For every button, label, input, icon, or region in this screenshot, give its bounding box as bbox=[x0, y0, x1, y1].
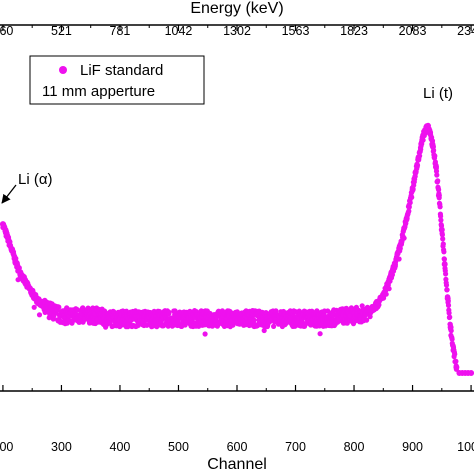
scatter-dot bbox=[263, 310, 269, 316]
data-point bbox=[468, 370, 474, 376]
x2-tick-label: 260 bbox=[0, 24, 13, 38]
x2-tick-label: 2083 bbox=[399, 24, 427, 38]
x2-tick-label: 1042 bbox=[165, 24, 193, 38]
x2-tick-labels: 2605217811042130215631823208323442604 bbox=[0, 24, 474, 38]
x-tick-label: 500 bbox=[168, 440, 189, 454]
scatter-dot bbox=[441, 256, 447, 262]
x2-tick-label: 1302 bbox=[223, 24, 251, 38]
axis-ticks bbox=[2, 25, 472, 391]
scatter-dot bbox=[261, 327, 267, 334]
x-tick-label: 800 bbox=[344, 440, 365, 454]
scatter-dot bbox=[453, 366, 459, 372]
scatter-dot bbox=[441, 249, 447, 255]
scatter-dot bbox=[442, 261, 448, 267]
scatter-dot bbox=[383, 291, 389, 297]
scatter-dot bbox=[431, 147, 437, 153]
legend-label-lif-standard: LiF standard bbox=[80, 62, 163, 79]
legend-extra-aperture: 11 mm apperture bbox=[42, 83, 155, 100]
annotation-li-t: Li (t) bbox=[423, 85, 453, 102]
scatter-dot bbox=[453, 358, 459, 364]
scatter-dot bbox=[397, 245, 403, 251]
scatter-dot bbox=[407, 200, 413, 206]
scatter-dot bbox=[317, 331, 323, 337]
x2-tick-label: 521 bbox=[51, 24, 72, 38]
scatter-dot bbox=[401, 235, 407, 241]
scatter-dot bbox=[396, 256, 402, 262]
scatter-dot bbox=[31, 304, 37, 310]
legend-marker bbox=[59, 66, 67, 74]
scatter-dot bbox=[436, 187, 442, 193]
x-tick-label: 600 bbox=[227, 440, 248, 454]
scatter-dot bbox=[202, 331, 208, 337]
x2-tick-label: 1563 bbox=[282, 24, 310, 38]
legend: LiF standard 11 mm apperture bbox=[29, 55, 205, 105]
x-axis-title: Channel bbox=[207, 456, 267, 473]
legend-box bbox=[29, 55, 205, 105]
scatter-dot bbox=[436, 191, 442, 197]
x-tick-label: 900 bbox=[402, 440, 423, 454]
scatter-dot bbox=[430, 142, 436, 148]
scatter-dot bbox=[445, 294, 451, 300]
scatter-dot bbox=[406, 204, 412, 210]
data-points bbox=[0, 122, 474, 376]
scatter-dot bbox=[51, 313, 57, 319]
x-tick-labels: 200 300 400 500 600 700 800 900 1000 bbox=[0, 440, 474, 454]
scatter-dot bbox=[325, 308, 331, 314]
scatter-dot bbox=[447, 321, 453, 327]
scatter-dot bbox=[438, 213, 444, 219]
scatter-dot bbox=[271, 323, 277, 329]
scatter-dot bbox=[435, 178, 441, 184]
x-tick-label: 200 bbox=[0, 440, 13, 454]
x2-tick-label: 1823 bbox=[340, 24, 368, 38]
scatter-dot bbox=[381, 295, 387, 301]
scatter-dot bbox=[452, 351, 458, 357]
scatter-dot bbox=[420, 137, 426, 143]
x-tick-label: 700 bbox=[285, 440, 306, 454]
scatter-dot bbox=[449, 336, 455, 342]
x2-axis-title: Energy (keV) bbox=[190, 0, 283, 17]
x2-tick-label: 2344 bbox=[457, 24, 474, 38]
annotation-li-alpha-arrow bbox=[1, 184, 17, 204]
scatter-dot bbox=[56, 304, 62, 310]
scatter-dot bbox=[36, 312, 43, 318]
scatter-dot bbox=[436, 195, 442, 201]
scatter-dot bbox=[166, 309, 172, 315]
x-tick-label: 300 bbox=[51, 440, 72, 454]
x2-tick-label: 781 bbox=[110, 24, 131, 38]
scatter-dot bbox=[386, 286, 392, 292]
scatter-dot bbox=[438, 223, 445, 229]
scatter-dot bbox=[443, 282, 450, 288]
scatter-dot bbox=[438, 217, 444, 223]
scatter-dot bbox=[417, 153, 423, 159]
scatter-dot bbox=[414, 162, 421, 168]
scatter-dot bbox=[16, 265, 22, 271]
scatter-dot bbox=[447, 314, 453, 320]
scatter-dot bbox=[440, 241, 446, 247]
scatter-dot bbox=[251, 317, 257, 323]
scatter-dot bbox=[448, 328, 454, 334]
scatter-dot bbox=[433, 168, 440, 174]
scatter-dot bbox=[446, 310, 452, 316]
scatter-dot bbox=[445, 302, 452, 308]
scatter-dot bbox=[437, 204, 443, 210]
scatter-dot bbox=[392, 263, 398, 269]
scatter-dot bbox=[182, 322, 188, 328]
scatter-dot bbox=[439, 232, 445, 238]
scatter-dot bbox=[445, 298, 451, 304]
scatter-dot bbox=[443, 271, 449, 277]
scatter-dot bbox=[432, 153, 438, 159]
scatter-dot bbox=[434, 172, 440, 178]
x-tick-label: 400 bbox=[110, 440, 131, 454]
scatter-dot bbox=[444, 287, 450, 293]
x-tick-label: 1000 bbox=[457, 440, 474, 454]
scatter-dot bbox=[440, 236, 446, 242]
scatter-dot bbox=[364, 317, 370, 323]
scatter-dot bbox=[409, 194, 415, 200]
scatter-dot bbox=[406, 208, 412, 214]
scatter-dot bbox=[175, 318, 181, 325]
annotation-li-alpha: Li (α) bbox=[18, 171, 53, 188]
